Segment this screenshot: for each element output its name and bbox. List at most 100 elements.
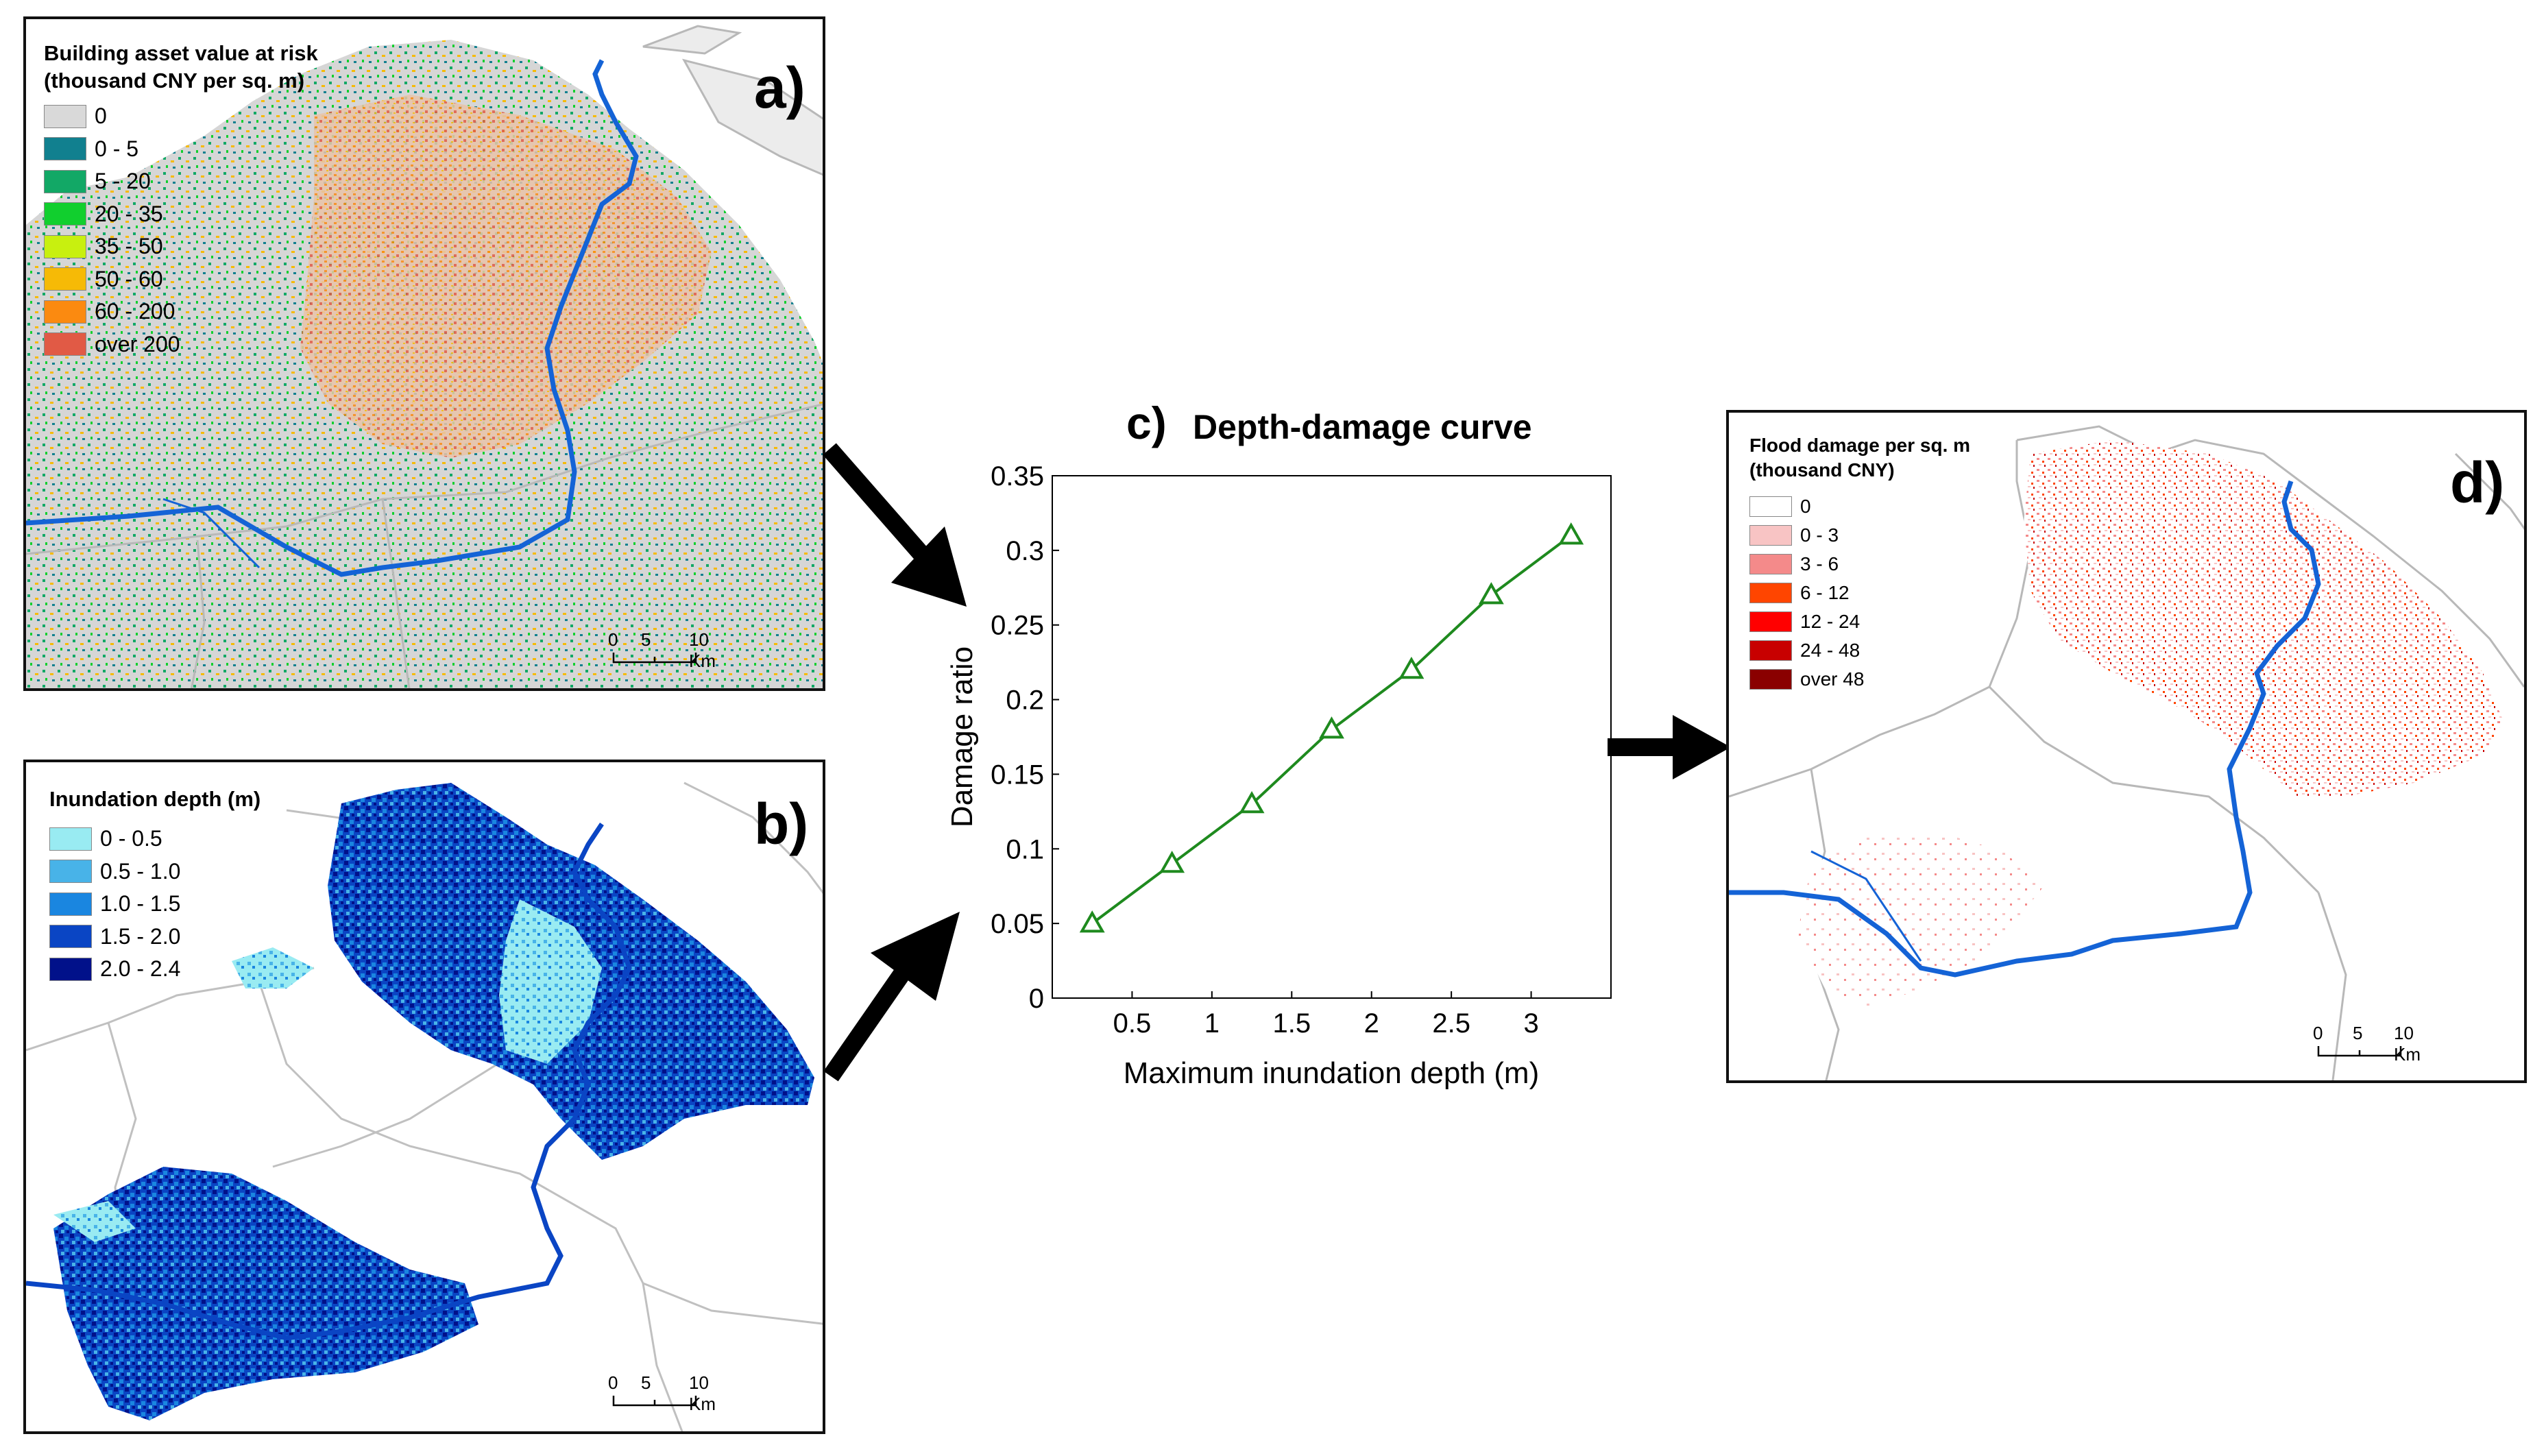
river-b: [26, 823, 632, 1341]
legend-d-swatch: [1749, 554, 1792, 574]
legend-a-swatch: [44, 104, 86, 128]
legend-b-label: 0 - 0.5: [100, 826, 162, 851]
y-tick-label: 0.3: [1006, 536, 1044, 566]
legend-a-swatch: [44, 137, 86, 161]
scale-bar-d: 0 5 10 Km: [2313, 1023, 2427, 1065]
scale-bar-d-graphic: [2317, 1046, 2402, 1057]
legend-d-swatch: [1749, 611, 1792, 632]
legend-b-label: 1.0 - 1.5: [100, 891, 181, 917]
legend-a-label: 5 - 20: [95, 169, 151, 194]
panel-b-inundation-map: Inundation depth (m) 0 - 0.5 0.5 - 1.0 1…: [23, 760, 825, 1434]
x-tick-label: 0.5: [1113, 1008, 1152, 1039]
data-point-marker: [1159, 851, 1185, 873]
legend-b-label: 1.5 - 2.0: [100, 923, 181, 949]
legend-a-item: 20 - 35: [44, 198, 318, 231]
legend-d-swatch: [1749, 583, 1792, 603]
legend-a-swatch: [44, 332, 86, 356]
legend-b-item: 1.5 - 2.0: [49, 921, 260, 954]
y-tick-label: 0.25: [991, 611, 1044, 641]
river-a: [26, 59, 639, 577]
legend-b: Inundation depth (m) 0 - 0.5 0.5 - 1.0 1…: [49, 786, 260, 986]
panel-c-chart: c) Depth-damage curve 0.5 1 1.5 2 2.5 3 0 0.05…: [938, 398, 1616, 1104]
legend-d-item: 24 - 48: [1749, 636, 1970, 665]
panel-d-flood-damage-map: Flood damage per sq. m (thousand CNY) 0 …: [1726, 410, 2527, 1083]
legend-d-item: 6 - 12: [1749, 579, 1970, 607]
legend-d-item: 3 - 6: [1749, 550, 1970, 579]
legend-a-item: 60 - 200: [44, 295, 318, 328]
legend-a-item: 5 - 20: [44, 165, 318, 198]
x-tick-label: 3: [1523, 1008, 1538, 1039]
data-point-marker: [1079, 910, 1105, 933]
panel-a-label: a): [754, 56, 805, 120]
legend-d-swatch: [1749, 496, 1792, 517]
arrow-a-to-c: [823, 443, 967, 607]
legend-a-item: over 200: [44, 328, 318, 361]
arrow-b-to-c: [823, 912, 960, 1082]
legend-a-title-line1: Building asset value at risk: [44, 41, 318, 65]
x-tick-label: 2: [1364, 1008, 1379, 1039]
legend-d-swatch: [1749, 525, 1792, 546]
x-tick-label: 1.5: [1272, 1008, 1311, 1039]
legend-b-swatch: [49, 925, 92, 949]
damage-curve-markers: [1079, 522, 1584, 933]
damage-area-upper: [2024, 440, 2504, 797]
map-b-graphic: [26, 781, 823, 1431]
depth-damage-chart: c) Depth-damage curve 0.5 1 1.5 2 2.5 3 0 0.05…: [945, 398, 1612, 1090]
legend-d-label: over 48: [1800, 668, 1865, 690]
y-axis-label: Damage ratio: [945, 646, 979, 827]
scale-bar-a: 0 5 10 Km: [608, 629, 722, 671]
legend-a-label: 0: [95, 104, 107, 129]
map-d-graphic: [1729, 425, 2524, 1080]
legend-a-swatch: [44, 234, 86, 258]
legend-d-swatch: [1749, 640, 1792, 661]
legend-a-item: 50 - 60: [44, 263, 318, 296]
data-point-marker: [1319, 716, 1344, 739]
plot-frame: [1052, 475, 1612, 999]
legend-d-label: 3 - 6: [1800, 553, 1839, 574]
legend-a-swatch: [44, 300, 86, 324]
scale-bar-b: 0 5 10 Km: [608, 1372, 722, 1414]
panel-c-label: c): [1126, 404, 1167, 448]
damage-area-lower: [1797, 831, 2044, 1009]
legend-b-item: 2.0 - 2.4: [49, 953, 260, 986]
legend-d-label: 6 - 12: [1800, 582, 1850, 603]
legend-a-swatch: [44, 202, 86, 226]
legend-d-item: over 48: [1749, 665, 1970, 694]
data-point-marker: [1398, 656, 1425, 679]
legend-a-label: 35 - 50: [95, 234, 163, 259]
data-point-marker: [1239, 790, 1265, 814]
legend-a-label: over 200: [95, 331, 180, 356]
legend-d-item: 0: [1749, 492, 1970, 521]
y-tick-label: 0.1: [1006, 834, 1044, 864]
legend-b-swatch: [49, 957, 92, 981]
legend-d: Flood damage per sq. m (thousand CNY) 0 …: [1749, 433, 1970, 694]
y-tick-label: 0.35: [991, 461, 1044, 492]
legend-b-item: 0 - 0.5: [49, 823, 260, 856]
legend-a: Building asset value at risk (thousand C…: [44, 40, 318, 361]
legend-b-label: 0.5 - 1.0: [100, 858, 181, 884]
legend-b-swatch: [49, 892, 92, 916]
panel-b-label: b): [754, 792, 809, 856]
legend-d-title-line2: (thousand CNY): [1749, 459, 1895, 481]
legend-b-swatch: [49, 860, 92, 884]
legend-a-label: 20 - 35: [95, 201, 163, 226]
data-point-marker: [1558, 522, 1584, 545]
legend-a-title-line2: (thousand CNY per sq. m): [44, 69, 305, 93]
scale-bar-b-graphic: [612, 1396, 697, 1407]
y-tick-label: 0: [1029, 984, 1044, 1014]
legend-a-label: 0 - 5: [95, 136, 139, 161]
panel-a-building-asset-map: Building asset value at risk (thousand C…: [23, 16, 825, 691]
legend-d-label: 0: [1800, 496, 1811, 517]
x-axis-label: Maximum inundation depth (m): [1124, 1056, 1539, 1090]
legend-b-label: 2.0 - 2.4: [100, 956, 181, 982]
legend-d-label: 0 - 3: [1800, 524, 1839, 546]
arrow-c-to-d: [1608, 715, 1731, 779]
x-tick-label: 2.5: [1432, 1008, 1470, 1039]
legend-b-item: 0.5 - 1.0: [49, 856, 260, 888]
legend-a-swatch: [44, 267, 86, 291]
legend-d-label: 24 - 48: [1800, 640, 1861, 661]
legend-b-item: 1.0 - 1.5: [49, 888, 260, 921]
chart-title: Depth-damage curve: [1193, 408, 1532, 446]
legend-a-label: 60 - 200: [95, 299, 175, 324]
legend-d-item: 0 - 3: [1749, 521, 1970, 550]
